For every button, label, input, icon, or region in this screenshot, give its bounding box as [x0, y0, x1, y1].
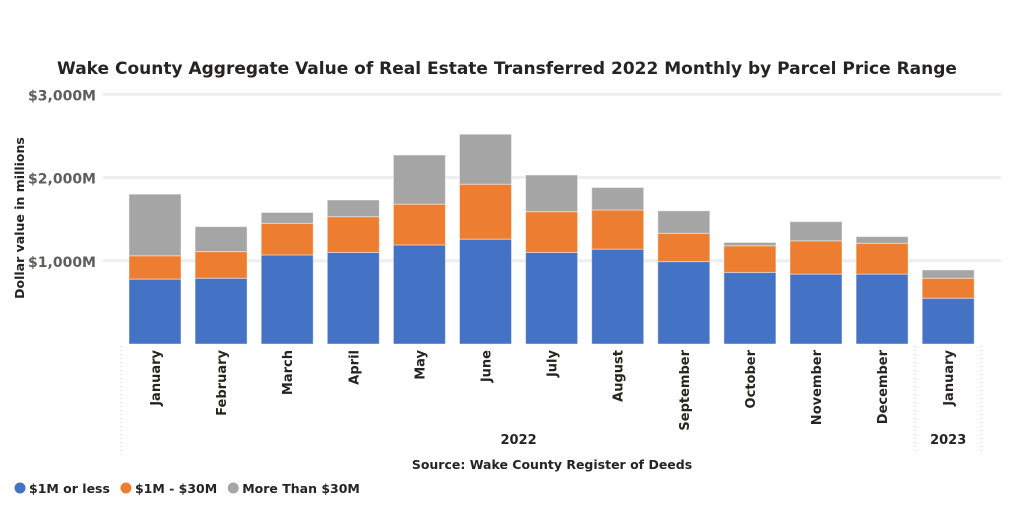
bar-segment-1-7[interactable] — [591, 209, 645, 250]
bar-segment-2-2[interactable] — [260, 211, 314, 224]
x-tick-label: February — [215, 349, 230, 415]
bar-segment-2-3[interactable] — [326, 199, 380, 218]
bar-segment-0-1[interactable] — [194, 277, 248, 345]
bar-segment-0-7[interactable] — [591, 248, 645, 345]
bar-segment-0-3[interactable] — [326, 251, 380, 345]
x-tick-label: May — [413, 349, 428, 379]
legend-item[interactable]: $1M or less — [29, 481, 110, 496]
x-tick-label: September — [678, 349, 693, 430]
bar-segment-1-12[interactable] — [921, 277, 975, 299]
x-tick-label: January — [942, 349, 957, 406]
x-tick-label: August — [612, 350, 627, 402]
bar-segment-1-1[interactable] — [194, 251, 248, 279]
bar-segment-0-8[interactable] — [657, 261, 711, 345]
x-tick-label: April — [347, 350, 362, 385]
y-axis-label: Dollar value in millions — [12, 137, 27, 299]
bar-segment-0-5[interactable] — [459, 238, 512, 345]
legend-marker — [14, 482, 26, 494]
bar-segment-1-8[interactable] — [657, 232, 711, 263]
bar-segment-1-0[interactable] — [128, 255, 182, 280]
bar-segment-2-5[interactable] — [459, 133, 512, 185]
bar-segment-1-3[interactable] — [326, 216, 380, 253]
legend-marker — [120, 482, 132, 494]
bar-segment-2-12[interactable] — [921, 269, 975, 279]
legend-item[interactable]: More Than $30M — [242, 481, 360, 496]
bar-segment-1-9[interactable] — [723, 245, 777, 273]
x-tick-label: December — [876, 349, 891, 424]
bar-segment-1-10[interactable] — [789, 240, 843, 275]
bar-segment-2-1[interactable] — [194, 226, 248, 253]
bar-segment-1-6[interactable] — [525, 211, 579, 253]
bar-segment-0-0[interactable] — [128, 278, 182, 345]
x-tick-label: June — [480, 350, 495, 383]
bar-segment-1-2[interactable] — [260, 222, 314, 256]
bar-segment-2-0[interactable] — [128, 193, 182, 257]
x-group-label: 2023 — [930, 433, 966, 448]
x-tick-label: October — [744, 349, 759, 408]
x-group-label: 2022 — [500, 433, 536, 448]
y-tick-label: $1,000M — [28, 255, 96, 271]
x-tick-label: July — [546, 349, 561, 378]
bar-segment-0-12[interactable] — [921, 297, 975, 345]
bar-segment-2-9[interactable] — [723, 241, 777, 247]
bar-segment-2-6[interactable] — [525, 174, 579, 213]
bar-segment-0-9[interactable] — [723, 271, 777, 345]
bar-segment-0-6[interactable] — [525, 251, 579, 345]
bar-segment-0-11[interactable] — [855, 273, 909, 345]
bar-segment-0-2[interactable] — [260, 254, 314, 345]
bar-segment-2-11[interactable] — [855, 236, 909, 244]
bar-segment-2-8[interactable] — [657, 210, 711, 234]
bar-segment-1-4[interactable] — [392, 203, 446, 246]
x-tick-label: January — [149, 349, 164, 406]
y-tick-label: $3,000M — [28, 88, 96, 104]
bar-segment-1-5[interactable] — [459, 183, 512, 240]
x-tick-label: March — [281, 350, 296, 395]
bar-segment-0-4[interactable] — [392, 244, 446, 345]
bar-segment-2-7[interactable] — [591, 187, 645, 211]
bar-segment-1-11[interactable] — [855, 242, 909, 275]
source-note: Source: Wake County Register of Deeds — [412, 457, 692, 472]
y-tick-label: $2,000M — [28, 172, 96, 188]
bar-segment-2-4[interactable] — [392, 154, 446, 205]
legend-marker — [227, 482, 239, 494]
x-tick-label: November — [810, 349, 825, 425]
legend-item[interactable]: $1M - $30M — [135, 481, 217, 496]
bar-segment-0-10[interactable] — [789, 273, 843, 345]
chart-title: Wake County Aggregate Value of Real Esta… — [57, 59, 957, 79]
bar-segment-2-10[interactable] — [789, 221, 843, 242]
